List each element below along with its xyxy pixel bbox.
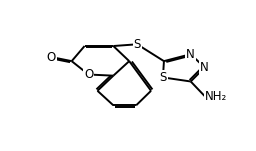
Text: O: O <box>47 51 56 64</box>
Text: S: S <box>133 38 141 51</box>
Text: S: S <box>159 71 167 84</box>
Text: O: O <box>84 68 93 81</box>
Text: NH₂: NH₂ <box>205 90 227 103</box>
Text: N: N <box>186 48 195 61</box>
Text: N: N <box>200 61 209 74</box>
